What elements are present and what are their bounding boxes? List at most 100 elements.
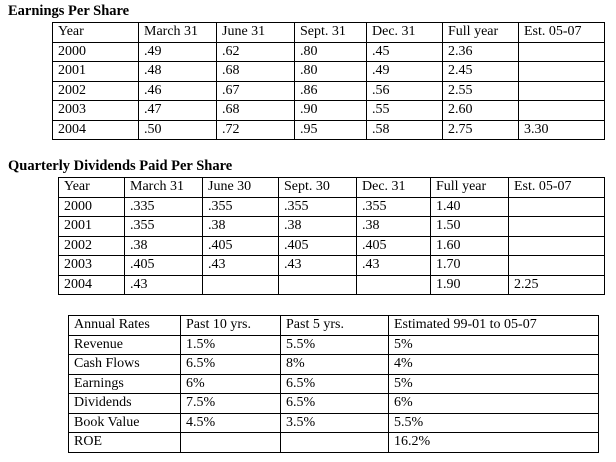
header-cell: June 31 — [216, 22, 295, 43]
table-row: Book Value 4.5% 3.5% 5.5% — [68, 412, 599, 433]
table-cell: 1.50 — [430, 216, 509, 237]
table-cell: .86 — [294, 80, 367, 101]
table-cell: .46 — [138, 80, 217, 101]
table-cell — [202, 274, 279, 295]
table-title: Quarterly Dividends Paid Per Share — [8, 158, 233, 174]
table-cell: .62 — [216, 41, 295, 62]
table-cell: .90 — [294, 100, 367, 121]
table-row: Earnings 6% 6.5% 5% — [68, 373, 599, 394]
table-cell: .38 — [202, 216, 279, 237]
table-cell: 5.5% — [388, 412, 599, 433]
table-row: 2004.43 1.90 2.25 — [58, 274, 605, 295]
table-row: 2003.405.43.43.43 1.70 — [58, 255, 605, 276]
table-cell — [508, 235, 605, 256]
table-cell: 4.5% — [180, 412, 281, 433]
table-cell: .56 — [366, 80, 443, 101]
table-cell — [356, 274, 431, 295]
table-cell — [508, 216, 605, 237]
table-cell: 2000 — [52, 41, 139, 62]
table-cell: 6.5% — [180, 354, 281, 375]
table-cell: 2002 — [52, 80, 139, 101]
table-cell: 16.2% — [388, 432, 599, 453]
table-cell: .58 — [366, 119, 443, 140]
table-cell: .68 — [216, 100, 295, 121]
table-cell: .43 — [202, 255, 279, 276]
table-cell: .80 — [294, 41, 367, 62]
table-cell: 5.5% — [280, 334, 389, 355]
table-cell — [180, 432, 281, 453]
table-cell: Revenue — [68, 334, 181, 355]
table-cell — [508, 196, 605, 217]
table-cell: 1.70 — [430, 255, 509, 276]
table-cell: 2004 — [52, 119, 139, 140]
table-row: 2001.48.68.80.49 2.45 — [52, 61, 605, 82]
header-cell: Est. 05-07 — [518, 22, 605, 43]
table-cell: 5% — [388, 373, 599, 394]
table-cell: .38 — [356, 216, 431, 237]
header-cell: Sept. 30 — [278, 177, 357, 198]
table-cell: .355 — [356, 196, 431, 217]
header-cell: March 31 — [124, 177, 203, 198]
table-cell: 3.30 — [518, 119, 605, 140]
table-cell: 1.90 — [430, 274, 509, 295]
table-cell: .43 — [124, 274, 203, 295]
table-cell: .50 — [138, 119, 217, 140]
table-cell: Book Value — [68, 412, 181, 433]
header-cell: Full year — [442, 22, 519, 43]
header-cell: Dec. 31 — [366, 22, 443, 43]
table-cell: .355 — [124, 216, 203, 237]
header-row: Annual Rates Past 10 yrs. Past 5 yrs. Estim… — [68, 315, 599, 336]
table-row: 2002.38.405.405.405 1.60 — [58, 235, 605, 256]
table-cell: 3.5% — [280, 412, 389, 433]
table-cell: 2001 — [58, 216, 125, 237]
header-cell: March 31 — [138, 22, 217, 43]
table-row: Dividends 7.5% 6.5% 6% — [68, 393, 599, 414]
table-row: 2001.355.38.38.38 1.50 — [58, 216, 605, 237]
table-cell: .405 — [202, 235, 279, 256]
table-cell: 2.36 — [442, 41, 519, 62]
table-cell: .68 — [216, 61, 295, 82]
table-row: ROE 16.2% — [68, 432, 599, 453]
table-cell: .49 — [366, 61, 443, 82]
table-row: 2004.50.72.95.58 2.75 3.30 — [52, 119, 605, 140]
table-cell: .55 — [366, 100, 443, 121]
table-cell: 2003 — [52, 100, 139, 121]
table-cell: .48 — [138, 61, 217, 82]
table-cell: .405 — [356, 235, 431, 256]
header-cell: Year — [58, 177, 125, 198]
table-cell: 8% — [280, 354, 389, 375]
table-cell: .49 — [138, 41, 217, 62]
table-cell: 5% — [388, 334, 599, 355]
table-cell: .67 — [216, 80, 295, 101]
table-row: 2003.47.68.90.55 2.60 — [52, 100, 605, 121]
table-cell — [508, 255, 605, 276]
table-cell: .43 — [356, 255, 431, 276]
header-cell: Year — [52, 22, 139, 43]
table-cell: 7.5% — [180, 393, 281, 414]
table-row: Cash Flows 6.5% 8% 4% — [68, 354, 599, 375]
table-cell: 4% — [388, 354, 599, 375]
table-cell: Dividends — [68, 393, 181, 414]
table-row: 2000.335.355.355.355 1.40 — [58, 196, 605, 217]
table-cell: 6% — [388, 393, 599, 414]
header-cell: Annual Rates — [68, 315, 181, 336]
table-cell: 6.5% — [280, 373, 389, 394]
table-cell: .43 — [278, 255, 357, 276]
header-cell: Est. 05-07 — [508, 177, 605, 198]
table-cell: Earnings — [68, 373, 181, 394]
header-cell: Past 5 yrs. — [280, 315, 389, 336]
table-title: Earnings Per Share — [8, 3, 130, 19]
table-cell: .80 — [294, 61, 367, 82]
table-cell: 2.75 — [442, 119, 519, 140]
table-cell: 2.45 — [442, 61, 519, 82]
table-cell: .47 — [138, 100, 217, 121]
header-cell: Dec. 31 — [356, 177, 431, 198]
header-row: Year March 31 June 30 Sept. 30 Dec. 31 Full y… — [58, 177, 605, 198]
table-cell: .405 — [278, 235, 357, 256]
table-cell — [518, 41, 605, 62]
table-row: 2002.46.67.86.56 2.55 — [52, 80, 605, 101]
table-cell: 1.60 — [430, 235, 509, 256]
table-cell — [280, 432, 389, 453]
header-cell: Sept. 31 — [294, 22, 367, 43]
